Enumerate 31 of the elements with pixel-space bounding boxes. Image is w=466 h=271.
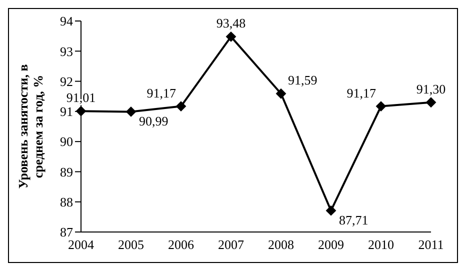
point — [126, 106, 136, 117]
data-label: 91,59 — [288, 72, 318, 88]
x-tick-label: 2006 — [168, 237, 194, 252]
x-tick-label: 2007 — [218, 237, 244, 252]
y-tick-label: 89 — [60, 164, 73, 180]
y-tick-label: 87 — [60, 224, 74, 240]
x-tick-label: 2004 — [68, 237, 94, 252]
data-label: 91,17 — [146, 85, 176, 100]
data-label: 93,48 — [216, 16, 246, 31]
point — [176, 101, 186, 112]
x-tick-label: 2008 — [268, 237, 294, 252]
x-tick-label: 2011 — [418, 237, 444, 252]
data-label: 87,71 — [339, 212, 368, 228]
y-tick-label: 91 — [60, 104, 73, 120]
x-tick-label: 2010 — [368, 237, 394, 252]
data-label: 91,17 — [346, 85, 376, 100]
y-tick-label: 92 — [60, 74, 73, 89]
data-label: 91,30 — [416, 81, 446, 96]
y-tick-label: 88 — [60, 194, 73, 210]
point — [276, 88, 286, 99]
point — [226, 32, 236, 42]
y-tick-label: 93 — [60, 44, 73, 59]
y-tick-label: 94 — [60, 14, 74, 29]
y-axis-title: Уровень занятости, в среднем за год, % — [16, 64, 46, 189]
point — [426, 97, 436, 108]
data-label: 90,99 — [139, 114, 168, 129]
point — [326, 206, 336, 216]
y-tick-label: 90 — [60, 134, 73, 150]
x-tick-label: 2005 — [118, 237, 144, 252]
x-tick-label: 2009 — [318, 237, 344, 252]
point — [376, 101, 386, 112]
